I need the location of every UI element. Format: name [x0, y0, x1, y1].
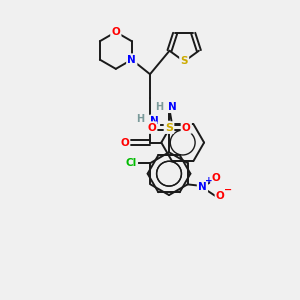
Text: N: N	[128, 55, 136, 64]
Text: +: +	[205, 176, 213, 185]
Text: O: O	[212, 173, 220, 183]
Text: O: O	[182, 123, 190, 133]
Text: S: S	[165, 123, 173, 133]
Text: O: O	[216, 191, 225, 201]
Text: N: N	[150, 116, 159, 126]
Text: O: O	[111, 27, 120, 37]
Text: O: O	[147, 123, 156, 133]
Text: H: H	[155, 102, 164, 112]
Text: N: N	[198, 182, 207, 192]
Text: −: −	[224, 185, 232, 195]
Text: H: H	[136, 114, 145, 124]
Text: O: O	[120, 138, 129, 148]
Text: Cl: Cl	[125, 158, 137, 168]
Text: N: N	[168, 102, 177, 112]
Text: S: S	[180, 56, 188, 66]
